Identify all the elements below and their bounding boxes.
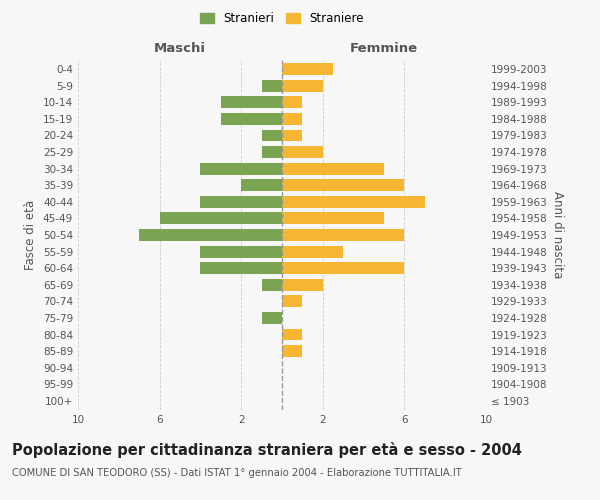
Bar xyxy=(282,246,343,258)
Bar xyxy=(282,180,404,191)
Bar xyxy=(282,328,302,340)
Bar xyxy=(282,96,302,108)
Bar xyxy=(241,180,282,191)
Bar xyxy=(282,296,302,308)
Bar xyxy=(282,162,384,174)
Y-axis label: Fasce di età: Fasce di età xyxy=(25,200,37,270)
Bar xyxy=(282,146,323,158)
Y-axis label: Anni di nascita: Anni di nascita xyxy=(551,192,564,278)
Bar xyxy=(282,63,333,75)
Bar xyxy=(221,113,282,125)
Bar xyxy=(262,80,282,92)
Bar xyxy=(200,196,282,208)
Text: COMUNE DI SAN TEODORO (SS) - Dati ISTAT 1° gennaio 2004 - Elaborazione TUTTITALI: COMUNE DI SAN TEODORO (SS) - Dati ISTAT … xyxy=(12,468,462,477)
Bar xyxy=(139,229,282,241)
Text: Maschi: Maschi xyxy=(154,42,206,55)
Bar xyxy=(282,279,323,290)
Bar xyxy=(200,162,282,174)
Bar xyxy=(282,212,384,224)
Bar xyxy=(262,312,282,324)
Bar xyxy=(262,146,282,158)
Bar xyxy=(282,196,425,208)
Bar xyxy=(262,130,282,141)
Bar xyxy=(160,212,282,224)
Bar xyxy=(282,80,323,92)
Bar xyxy=(221,96,282,108)
Bar xyxy=(282,262,404,274)
Bar xyxy=(282,113,302,125)
Legend: Stranieri, Straniere: Stranieri, Straniere xyxy=(196,8,368,28)
Bar xyxy=(200,262,282,274)
Bar xyxy=(282,345,302,357)
Bar xyxy=(282,130,302,141)
Bar xyxy=(282,229,404,241)
Bar xyxy=(262,279,282,290)
Text: Popolazione per cittadinanza straniera per età e sesso - 2004: Popolazione per cittadinanza straniera p… xyxy=(12,442,522,458)
Bar xyxy=(200,246,282,258)
Text: Femmine: Femmine xyxy=(350,42,418,55)
